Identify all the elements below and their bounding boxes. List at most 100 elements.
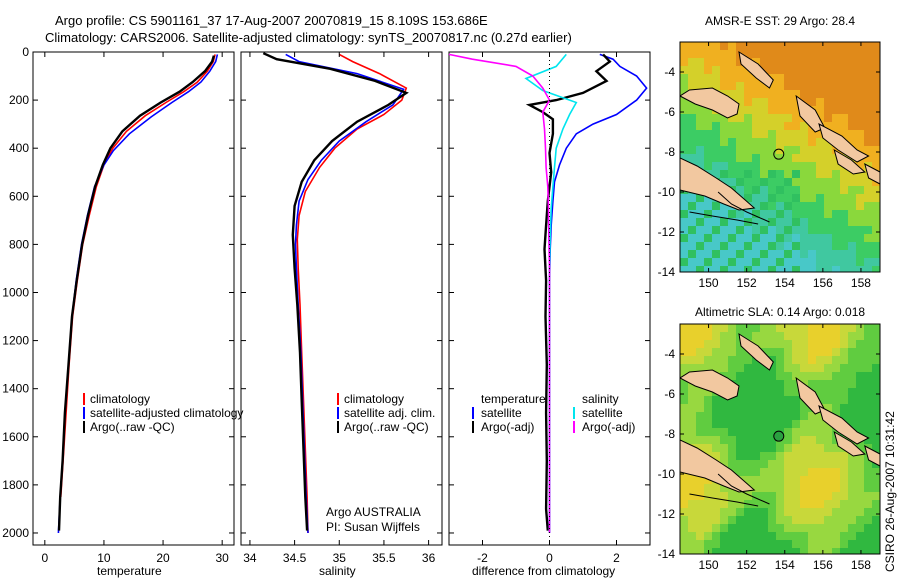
map-cell <box>712 122 720 130</box>
map-cell <box>720 356 728 364</box>
map-cell <box>816 186 824 194</box>
map-cell <box>752 444 760 452</box>
map-cell <box>872 42 880 50</box>
map-cell <box>768 258 776 266</box>
map-cell <box>768 50 776 58</box>
map-cell <box>744 90 752 98</box>
map-cell <box>704 340 712 348</box>
map-cell <box>840 372 848 380</box>
map-cell <box>800 468 808 476</box>
map-cell <box>688 436 696 444</box>
map-cell <box>776 50 784 58</box>
map-cell <box>864 154 872 162</box>
map-cell <box>776 492 784 500</box>
map-cell <box>816 548 824 554</box>
map-cell <box>792 460 800 468</box>
map-cell <box>808 178 816 186</box>
map-cell <box>864 146 872 154</box>
map-cell <box>696 396 704 404</box>
map-cell <box>816 130 824 138</box>
map-cell <box>704 324 712 332</box>
map-x-tick-label: 158 <box>851 276 871 290</box>
map-cell <box>776 396 784 404</box>
map-cell <box>736 420 744 428</box>
map-cell <box>792 548 800 554</box>
map-cell <box>824 444 832 452</box>
map-cell <box>720 364 728 372</box>
map-cell <box>856 428 864 436</box>
map-cell <box>784 106 792 114</box>
map-cell <box>720 500 728 508</box>
map-cell <box>856 90 864 98</box>
map-cell <box>712 532 720 540</box>
map-cell <box>800 428 808 436</box>
map-cell <box>776 388 784 396</box>
map-cell <box>840 484 848 492</box>
map-cell <box>728 356 736 364</box>
map-cell <box>840 114 848 122</box>
map-cell <box>816 90 824 98</box>
map-cell <box>680 138 688 146</box>
map-cell <box>800 332 808 340</box>
map-x-tick-label: 156 <box>813 558 833 572</box>
map-cell <box>800 42 808 50</box>
map-cell <box>776 82 784 90</box>
map-cell <box>856 372 864 380</box>
map-cell <box>728 332 736 340</box>
map-cell <box>864 524 872 532</box>
map-cell <box>720 178 728 186</box>
map-cell <box>736 114 744 122</box>
map-cell <box>728 50 736 58</box>
map-cell <box>816 484 824 492</box>
map-cell <box>840 218 848 226</box>
map-cell <box>704 388 712 396</box>
map-cell <box>840 460 848 468</box>
map-cell <box>808 524 816 532</box>
map-cell <box>784 82 792 90</box>
map-cell <box>856 146 864 154</box>
map-cell <box>800 178 808 186</box>
map-cell <box>720 492 728 500</box>
map-cell <box>864 202 872 210</box>
map-cell <box>720 114 728 122</box>
map-cell <box>752 404 760 412</box>
land-polygon <box>818 405 870 445</box>
map-cell <box>712 452 720 460</box>
map-cell <box>720 226 728 234</box>
map-cell <box>752 340 760 348</box>
map-cell <box>680 412 688 420</box>
map-cell <box>784 74 792 82</box>
map-cell <box>776 98 784 106</box>
map-cell <box>824 516 832 524</box>
map-cell <box>832 492 840 500</box>
map-cell <box>728 130 736 138</box>
map-cell <box>744 194 752 202</box>
map-cell <box>840 532 848 540</box>
map-cell <box>800 186 808 194</box>
map-cell <box>872 356 880 364</box>
map-cell <box>680 258 688 266</box>
map-cell <box>864 476 872 484</box>
map-cell <box>856 58 864 66</box>
map-cell <box>704 66 712 74</box>
map-cell <box>840 82 848 90</box>
map-cell <box>824 476 832 484</box>
map-cell <box>800 484 808 492</box>
map-cell <box>824 66 832 74</box>
map-cell <box>808 138 816 146</box>
sst-map-frame <box>679 41 881 273</box>
map-cell <box>864 90 872 98</box>
map-cell <box>792 202 800 210</box>
map-cell <box>816 340 824 348</box>
map-cell <box>808 468 816 476</box>
map-cell <box>720 218 728 226</box>
map-cell <box>712 266 720 272</box>
map-cell <box>872 444 880 452</box>
map-cell <box>680 388 688 396</box>
map-cell <box>800 404 808 412</box>
depth-tick-label: 200 <box>9 93 29 107</box>
x-tick-label: 34 <box>243 551 257 565</box>
map-cell <box>712 516 720 524</box>
map-cell <box>680 130 688 138</box>
map-cell <box>784 186 792 194</box>
